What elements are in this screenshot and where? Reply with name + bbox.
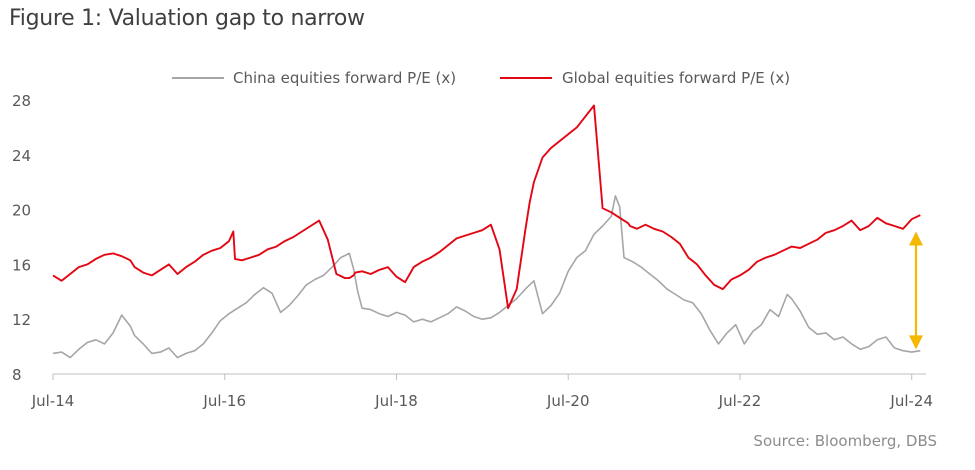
legend: China equities forward P/E (x) Global equ…	[172, 69, 790, 87]
chart-title: Figure 1: Valuation gap to narrow	[9, 6, 365, 31]
gap-arrow-head-down	[908, 335, 923, 350]
source-note: Source: Bloomberg, DBS	[753, 432, 937, 450]
gap-arrow-annotation	[908, 231, 923, 350]
y-tick-label-20: 20	[12, 202, 31, 220]
x-tick-label-jul-22: Jul-22	[718, 392, 762, 410]
gap-arrow-head-up	[908, 231, 923, 246]
x-tick-label-jul-18: Jul-18	[374, 392, 418, 410]
y-tick-label-16: 16	[12, 256, 31, 274]
x-tick-label-jul-16: Jul-16	[202, 392, 246, 410]
legend-label-global: Global equities forward P/E (x)	[562, 69, 790, 87]
x-tick-label-jul-24: Jul-24	[889, 392, 933, 410]
x-axis-ticks: Jul-14 Jul-16 Jul-18 Jul-20 Jul-22 Jul-24	[31, 374, 933, 410]
x-tick-label-jul-14: Jul-14	[31, 392, 75, 410]
y-axis-tick-labels: 8 12 16 20 24 28	[12, 92, 31, 384]
y-tick-label-12: 12	[12, 311, 31, 329]
legend-label-china: China equities forward P/E (x)	[233, 69, 456, 87]
global-pe-line	[52, 104, 921, 310]
x-tick-label-jul-20: Jul-20	[546, 392, 590, 410]
y-tick-label-28: 28	[12, 92, 31, 110]
y-tick-label-8: 8	[12, 366, 22, 384]
y-tick-label-24: 24	[12, 147, 31, 165]
china-pe-line	[52, 195, 921, 359]
series-lines	[52, 104, 921, 359]
